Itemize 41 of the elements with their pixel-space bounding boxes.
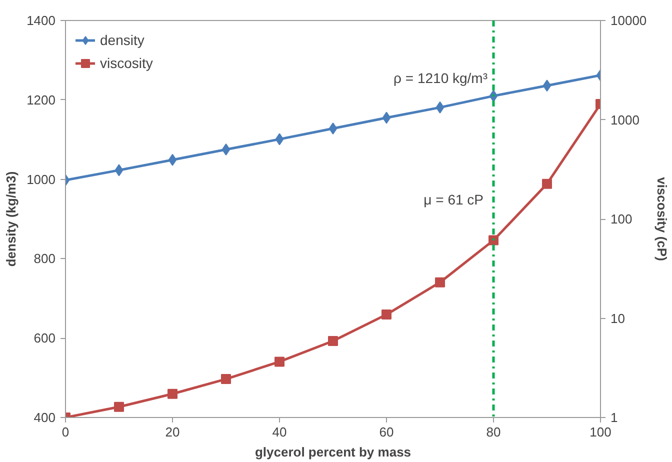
point bbox=[275, 133, 284, 146]
y-tick-label: 800 bbox=[34, 251, 56, 266]
point bbox=[542, 80, 552, 92]
x-tick-label: 80 bbox=[486, 424, 501, 440]
y2-tick-label: 10000 bbox=[610, 13, 647, 28]
point bbox=[435, 277, 445, 288]
y-tick-label: 1400 bbox=[26, 13, 56, 28]
y2-axis-title: viscosity (cP) bbox=[654, 177, 670, 261]
y-tick-label: 1200 bbox=[26, 92, 56, 108]
point bbox=[114, 164, 124, 176]
legend-label: density bbox=[100, 32, 144, 48]
point bbox=[542, 178, 552, 189]
y2-tick-label: 1000 bbox=[610, 112, 640, 128]
point bbox=[168, 388, 178, 399]
annotation: ρ = 1210 kg/m³ bbox=[394, 70, 488, 86]
y-tick-label: 1000 bbox=[26, 172, 56, 187]
point bbox=[222, 144, 230, 156]
y-tick-label: 600 bbox=[34, 330, 56, 346]
point bbox=[114, 402, 124, 412]
x-tick-label: 40 bbox=[272, 424, 287, 440]
x-tick-label: 20 bbox=[165, 424, 180, 440]
point bbox=[488, 235, 498, 246]
x-tick-label: 60 bbox=[379, 424, 394, 440]
point bbox=[328, 336, 338, 346]
point bbox=[436, 101, 444, 114]
annotation: μ = 61 cP bbox=[424, 192, 484, 208]
y2-tick-label: 100 bbox=[610, 212, 632, 226]
y2-tick-label: 1 bbox=[610, 410, 618, 425]
y-tick-label: 400 bbox=[34, 410, 56, 425]
y-axis-title: density (kg/m3) bbox=[4, 171, 19, 267]
x-tick-label: 0 bbox=[62, 424, 70, 440]
x-axis-title: glycerol percent by mass bbox=[254, 444, 412, 460]
point bbox=[274, 356, 284, 367]
y2-tick-label: 10 bbox=[610, 310, 625, 326]
point bbox=[168, 154, 177, 166]
legend-label: viscosity bbox=[100, 55, 153, 71]
point bbox=[328, 122, 338, 134]
x-tick-label: 100 bbox=[590, 424, 612, 440]
point bbox=[221, 374, 231, 384]
point bbox=[382, 112, 391, 124]
point bbox=[382, 310, 392, 320]
